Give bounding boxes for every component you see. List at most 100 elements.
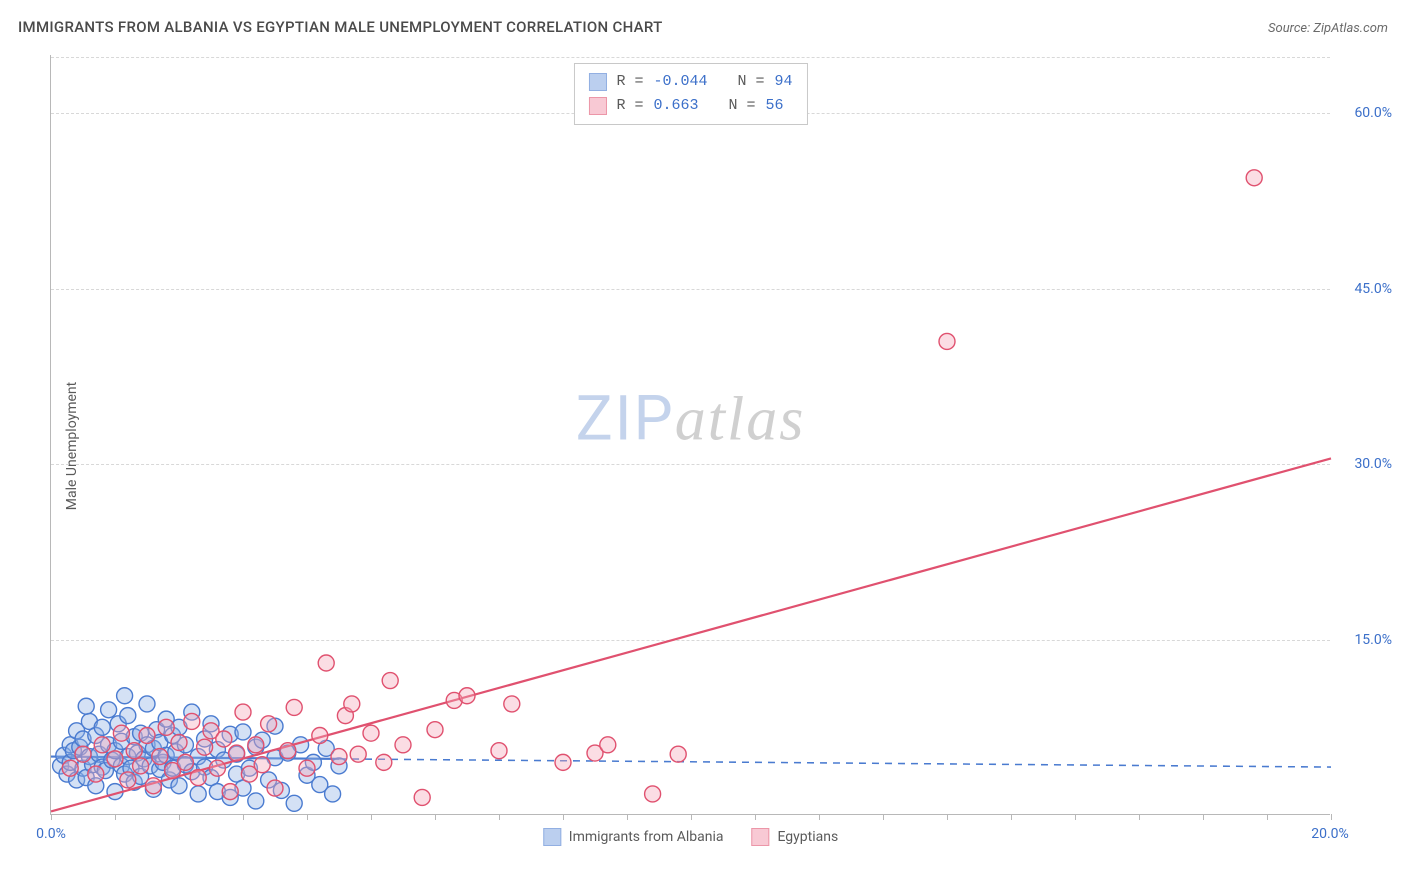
x-tick <box>755 814 756 820</box>
y-tick-label: 45.0% <box>1354 281 1392 297</box>
scatter-point-egyptians <box>139 727 155 743</box>
x-tick <box>1331 814 1332 820</box>
legend-swatch-albania <box>588 73 606 91</box>
scatter-point-egyptians <box>197 739 213 755</box>
scatter-point-egyptians <box>376 754 392 770</box>
bottom-legend-label: Immigrants from Albania <box>569 829 724 845</box>
scatter-point-egyptians <box>459 688 475 704</box>
x-tick-right: 20.0% <box>1311 826 1349 842</box>
scatter-point-egyptians <box>363 725 379 741</box>
scatter-point-egyptians <box>248 737 264 753</box>
scatter-point-egyptians <box>555 754 571 770</box>
x-tick <box>307 814 308 820</box>
scatter-point-egyptians <box>645 786 661 802</box>
scatter-point-egyptians <box>133 758 149 774</box>
x-tick <box>1267 814 1268 820</box>
chart-title: IMMIGRANTS FROM ALBANIA VS EGYPTIAN MALE… <box>18 18 663 36</box>
scatter-point-egyptians <box>504 696 520 712</box>
x-tick <box>51 814 52 820</box>
scatter-point-egyptians <box>491 743 507 759</box>
x-tick-left: 0.0% <box>36 826 66 842</box>
scatter-point-egyptians <box>113 725 129 741</box>
scatter-svg <box>51 55 1330 814</box>
scatter-point-albania <box>78 698 94 714</box>
scatter-point-egyptians <box>1246 170 1262 186</box>
scatter-point-egyptians <box>254 757 270 773</box>
x-tick <box>691 814 692 820</box>
scatter-point-egyptians <box>312 727 328 743</box>
x-tick <box>563 814 564 820</box>
scatter-point-egyptians <box>94 737 110 753</box>
x-tick <box>371 814 372 820</box>
scatter-point-egyptians <box>126 743 142 759</box>
x-tick <box>499 814 500 820</box>
scatter-point-egyptians <box>344 696 360 712</box>
scatter-point-albania <box>286 795 302 811</box>
scatter-point-egyptians <box>171 735 187 751</box>
scatter-point-albania <box>120 708 136 724</box>
scatter-point-albania <box>117 688 133 704</box>
legend-n-value: 56 <box>766 94 784 118</box>
scatter-point-albania <box>171 778 187 794</box>
legend-swatch-egyptians <box>751 828 769 846</box>
x-tick <box>627 814 628 820</box>
scatter-point-egyptians <box>158 719 174 735</box>
scatter-point-egyptians <box>88 766 104 782</box>
scatter-point-egyptians <box>280 743 296 759</box>
legend-row-albania: R =-0.044N =94 <box>588 70 792 94</box>
scatter-point-egyptians <box>209 760 225 776</box>
scatter-point-egyptians <box>120 772 136 788</box>
bottom-legend-item-egyptians: Egyptians <box>751 828 838 846</box>
x-tick <box>947 814 948 820</box>
legend-n-value: 94 <box>775 70 793 94</box>
bottom-legend-label: Egyptians <box>777 829 838 845</box>
x-tick <box>115 814 116 820</box>
scatter-point-egyptians <box>331 749 347 765</box>
scatter-point-egyptians <box>107 751 123 767</box>
scatter-point-egyptians <box>427 722 443 738</box>
scatter-point-egyptians <box>152 749 168 765</box>
trend-line-dashed-albania <box>339 759 1331 767</box>
scatter-point-egyptians <box>299 760 315 776</box>
y-tick-label: 60.0% <box>1354 105 1392 121</box>
bottom-legend-item-albania: Immigrants from Albania <box>543 828 724 846</box>
x-tick <box>435 814 436 820</box>
x-tick <box>1011 814 1012 820</box>
series-legend: Immigrants from Albania Egyptians <box>543 828 838 846</box>
scatter-point-egyptians <box>229 745 245 761</box>
scatter-point-egyptians <box>145 778 161 794</box>
scatter-point-egyptians <box>939 333 955 349</box>
x-tick <box>243 814 244 820</box>
scatter-point-egyptians <box>190 770 206 786</box>
legend-r-value: 0.663 <box>653 94 698 118</box>
scatter-point-egyptians <box>600 737 616 753</box>
legend-swatch-albania <box>543 828 561 846</box>
scatter-point-egyptians <box>62 760 78 776</box>
x-tick <box>179 814 180 820</box>
scatter-point-egyptians <box>177 754 193 770</box>
scatter-point-albania <box>190 786 206 802</box>
x-tick <box>883 814 884 820</box>
scatter-point-egyptians <box>395 737 411 753</box>
legend-n-label: N = <box>729 94 756 118</box>
source-label: Source: ZipAtlas.com <box>1268 21 1388 36</box>
scatter-point-egyptians <box>235 704 251 720</box>
correlation-legend: R =-0.044N =94R = 0.663N =56 <box>573 63 807 125</box>
x-tick <box>1075 814 1076 820</box>
scatter-point-albania <box>248 793 264 809</box>
legend-swatch-egyptians <box>588 97 606 115</box>
plot-area: ZIPatlas 15.0%30.0%45.0%60.0% 0.0% 20.0%… <box>50 55 1330 815</box>
legend-row-egyptians: R = 0.663N =56 <box>588 94 792 118</box>
scatter-point-albania <box>325 786 341 802</box>
scatter-point-albania <box>101 702 117 718</box>
scatter-point-egyptians <box>414 789 430 805</box>
scatter-point-egyptians <box>350 746 366 762</box>
legend-r-label: R = <box>616 70 643 94</box>
x-tick <box>1203 814 1204 820</box>
scatter-point-egyptians <box>382 673 398 689</box>
scatter-point-albania <box>94 719 110 735</box>
scatter-point-egyptians <box>222 784 238 800</box>
scatter-point-egyptians <box>75 746 91 762</box>
x-tick <box>819 814 820 820</box>
legend-n-label: N = <box>738 70 765 94</box>
